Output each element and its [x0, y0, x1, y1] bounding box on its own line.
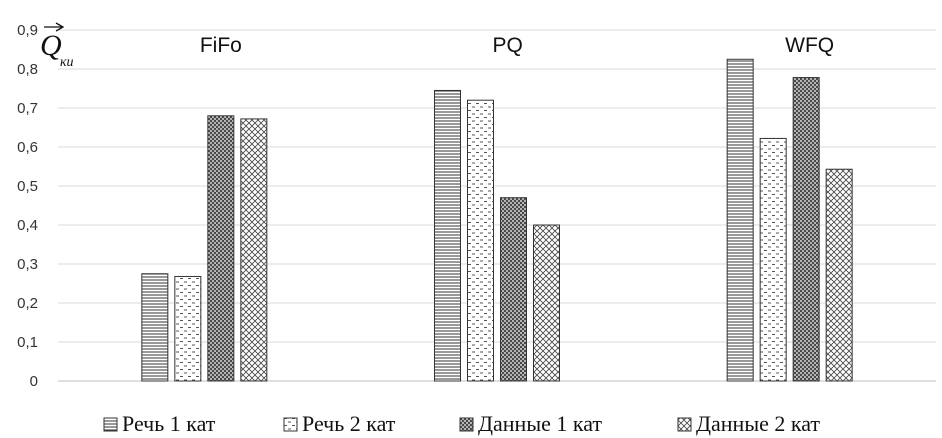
y-axis-label: Q ки: [40, 22, 74, 70]
legend-swatch-dashes: [283, 417, 298, 432]
category-labels: FiFo PQ WFQ: [200, 34, 834, 57]
gridlines: [58, 29, 936, 382]
legend-swatch-crosshatch: [677, 417, 692, 432]
y-axis-ticks: 0 0,1 0,2 0,3 0,4 0,5 0,6 0,7 0,8 0,9: [17, 22, 38, 390]
bars: [141, 58, 853, 382]
y-axis-label-base: Q: [40, 29, 62, 62]
category-label-fifo: FiFo: [200, 34, 242, 57]
legend-label: Речь 2 кат: [302, 411, 396, 436]
y-tick-label: 0,8: [17, 61, 38, 78]
bar-hlines-pq: [434, 89, 461, 382]
legend-swatch-dense-dots: [459, 417, 474, 432]
legend-label: Речь 1 кат: [122, 411, 216, 436]
legend-label: Данные 1 кат: [478, 411, 602, 436]
bar-hlines-fifo: [141, 273, 169, 382]
legend: Речь 1 кат Речь 2 кат Данные 1 кат Данные 2…: [103, 411, 820, 436]
bar-crosshatch-pq: [533, 224, 560, 382]
vector-arrow-icon: [44, 22, 65, 32]
y-tick-label: 0,7: [17, 100, 38, 117]
y-tick-label: 0,3: [17, 256, 38, 273]
bar-hlines-wfq: [726, 58, 754, 382]
legend-label: Данные 2 кат: [696, 411, 820, 436]
y-tick-label: 0,1: [17, 334, 38, 351]
legend-swatch-hlines: [103, 417, 118, 432]
category-label-pq: PQ: [493, 34, 523, 57]
bar-crosshatch-wfq: [825, 168, 853, 382]
y-tick-label: 0,9: [17, 22, 38, 39]
bar-dense-dots-pq: [500, 197, 527, 382]
bar-dense-dots-fifo: [207, 115, 235, 382]
bar-dashes-pq: [467, 99, 494, 382]
category-label-wfq: WFQ: [785, 34, 834, 57]
bar-dashes-fifo: [174, 275, 202, 382]
y-axis-label-subscript: ки: [60, 55, 74, 70]
y-tick-label: 0,6: [17, 139, 38, 156]
bar-crosshatch-fifo: [240, 118, 268, 382]
bar-dense-dots-wfq: [792, 77, 820, 382]
y-tick-label: 0,2: [17, 295, 38, 312]
bar-dashes-wfq: [759, 137, 787, 382]
y-tick-label: 0,5: [17, 178, 38, 195]
y-tick-label: 0,4: [17, 217, 38, 234]
y-tick-label: 0: [30, 373, 38, 390]
